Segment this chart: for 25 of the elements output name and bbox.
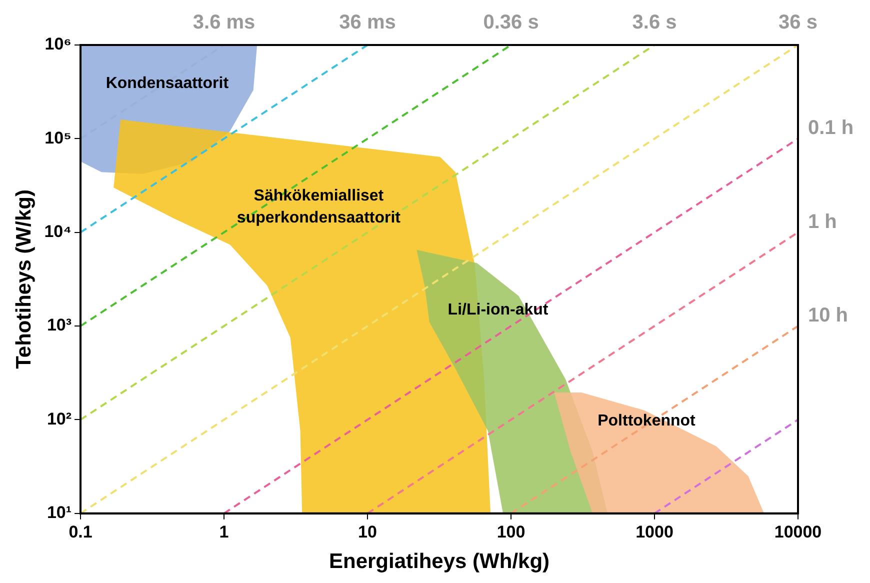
y-axis-title: Tehotiheys (W/kg) xyxy=(12,190,36,369)
y-tick-label: 10⁶ xyxy=(44,34,72,54)
series-label: 3.6 s xyxy=(632,12,677,34)
x-tick-label: 1000 xyxy=(636,522,674,542)
series-label: 1 h xyxy=(808,210,837,233)
series-label: Sähkökemialliset superkondensaattorit xyxy=(236,187,402,226)
y-tick-label: 10² xyxy=(46,409,72,428)
x-tick-label: 0.1 xyxy=(68,522,92,542)
series-label: 0.36 s xyxy=(483,12,539,34)
series-label: 36 ms xyxy=(339,12,396,34)
series-label: 10 h xyxy=(808,304,848,327)
x-tick-label: 10000 xyxy=(774,522,822,542)
y-tick-label: 10⁵ xyxy=(44,128,72,148)
y-tick-label: 10³ xyxy=(46,316,72,335)
y-tick-label: 10¹ xyxy=(46,503,72,522)
series-label: 0.1 h xyxy=(808,117,854,140)
x-tick-label: 10 xyxy=(358,522,377,542)
x-tick-label: 100 xyxy=(496,522,526,542)
series-label: 36 s xyxy=(778,12,818,34)
x-axis-title: Energiatiheys (Wh/kg) xyxy=(328,550,550,574)
series-label: 3.6 ms xyxy=(192,12,256,34)
series-label: Polttokennot xyxy=(598,412,696,430)
y-tick-label: 10⁴ xyxy=(44,222,72,242)
x-tick-label: 1 xyxy=(219,522,229,542)
series-label: Kondensaattorit xyxy=(106,75,230,92)
